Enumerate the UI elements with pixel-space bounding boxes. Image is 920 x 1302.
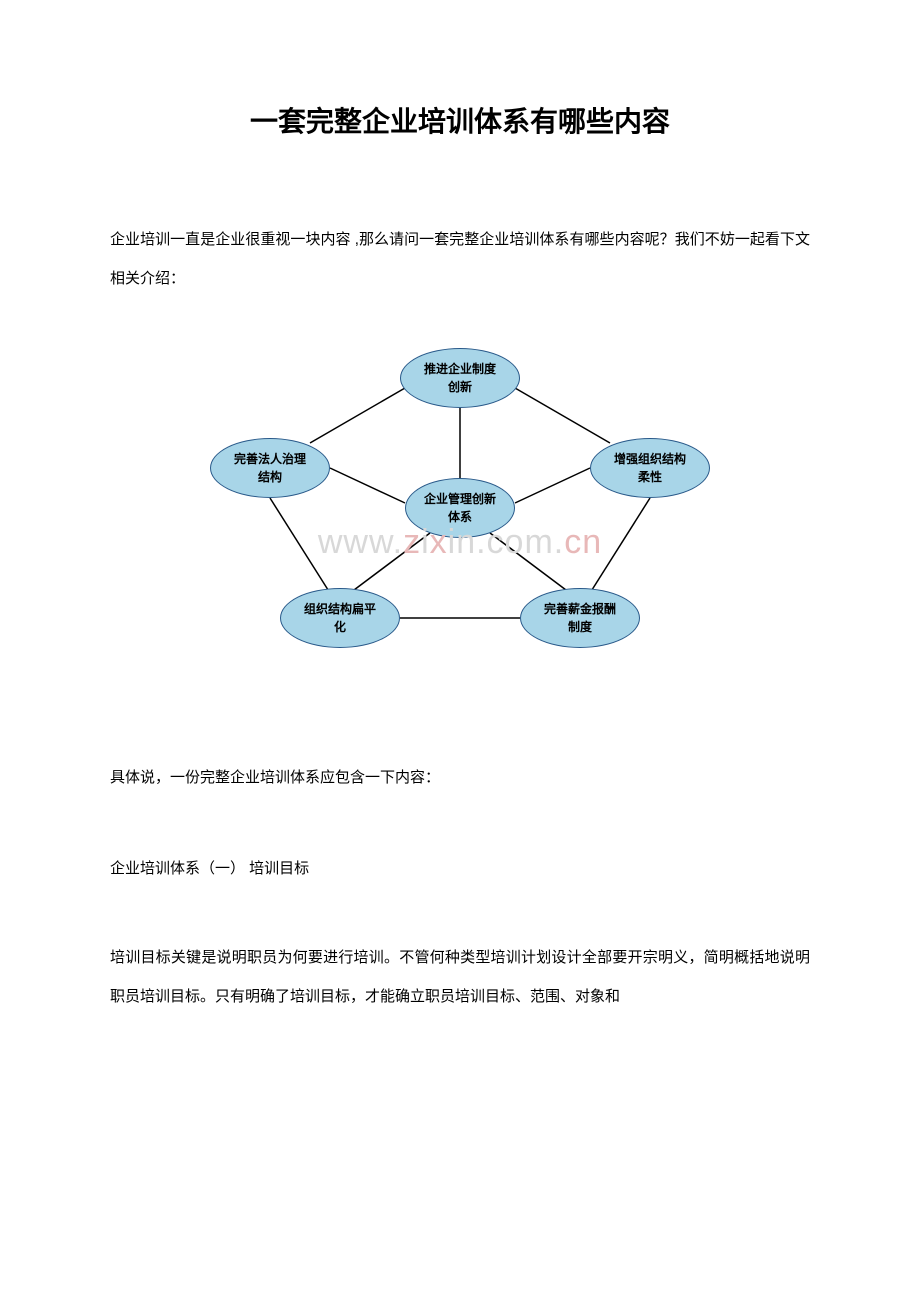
document-page: 一套完整企业培训体系有哪些内容 企业培训一直是企业很重视一块内容 ,那么请问一套…	[0, 0, 920, 1126]
page-title: 一套完整企业培训体系有哪些内容	[110, 100, 810, 140]
node-text: 推进企业制度	[424, 360, 496, 378]
node-text: 完善法人治理	[234, 450, 306, 468]
diagram-node-bottom-left: 组织结构扁平 化	[280, 588, 400, 648]
diagram-node-bottom-right: 完善薪金报酬 制度	[520, 588, 640, 648]
node-text: 制度	[568, 618, 592, 636]
diagram-node-top: 推进企业制度 创新	[400, 348, 520, 408]
node-text: 柔性	[638, 468, 662, 486]
network-diagram: 推进企业制度 创新 完善法人治理 结构 增强组织结构 柔性 企业管理创新 体系 …	[190, 348, 730, 678]
diagram-node-center: 企业管理创新 体系	[405, 478, 515, 538]
intro-paragraph: 企业培训一直是企业很重视一块内容 ,那么请问一套完整企业培训体系有哪些内容呢？我…	[110, 220, 810, 298]
diagram-node-right: 增强组织结构 柔性	[590, 438, 710, 498]
body-paragraph-2: 培训目标关键是说明职员为何要进行培训。不管何种类型培训计划设计全部要开宗明义，简…	[110, 938, 810, 1016]
node-text: 创新	[448, 378, 472, 396]
node-text: 化	[334, 618, 346, 636]
section-heading-1: 企业培训体系（一） 培训目标	[110, 857, 810, 878]
body-paragraph-1: 具体说，一份完整企业培训体系应包含一下内容：	[110, 758, 810, 797]
node-text: 体系	[448, 508, 472, 526]
node-text: 企业管理创新	[424, 490, 496, 508]
node-text: 组织结构扁平	[304, 600, 376, 618]
node-text: 完善薪金报酬	[544, 600, 616, 618]
diagram-node-left: 完善法人治理 结构	[210, 438, 330, 498]
node-text: 结构	[258, 468, 282, 486]
node-text: 增强组织结构	[614, 450, 686, 468]
